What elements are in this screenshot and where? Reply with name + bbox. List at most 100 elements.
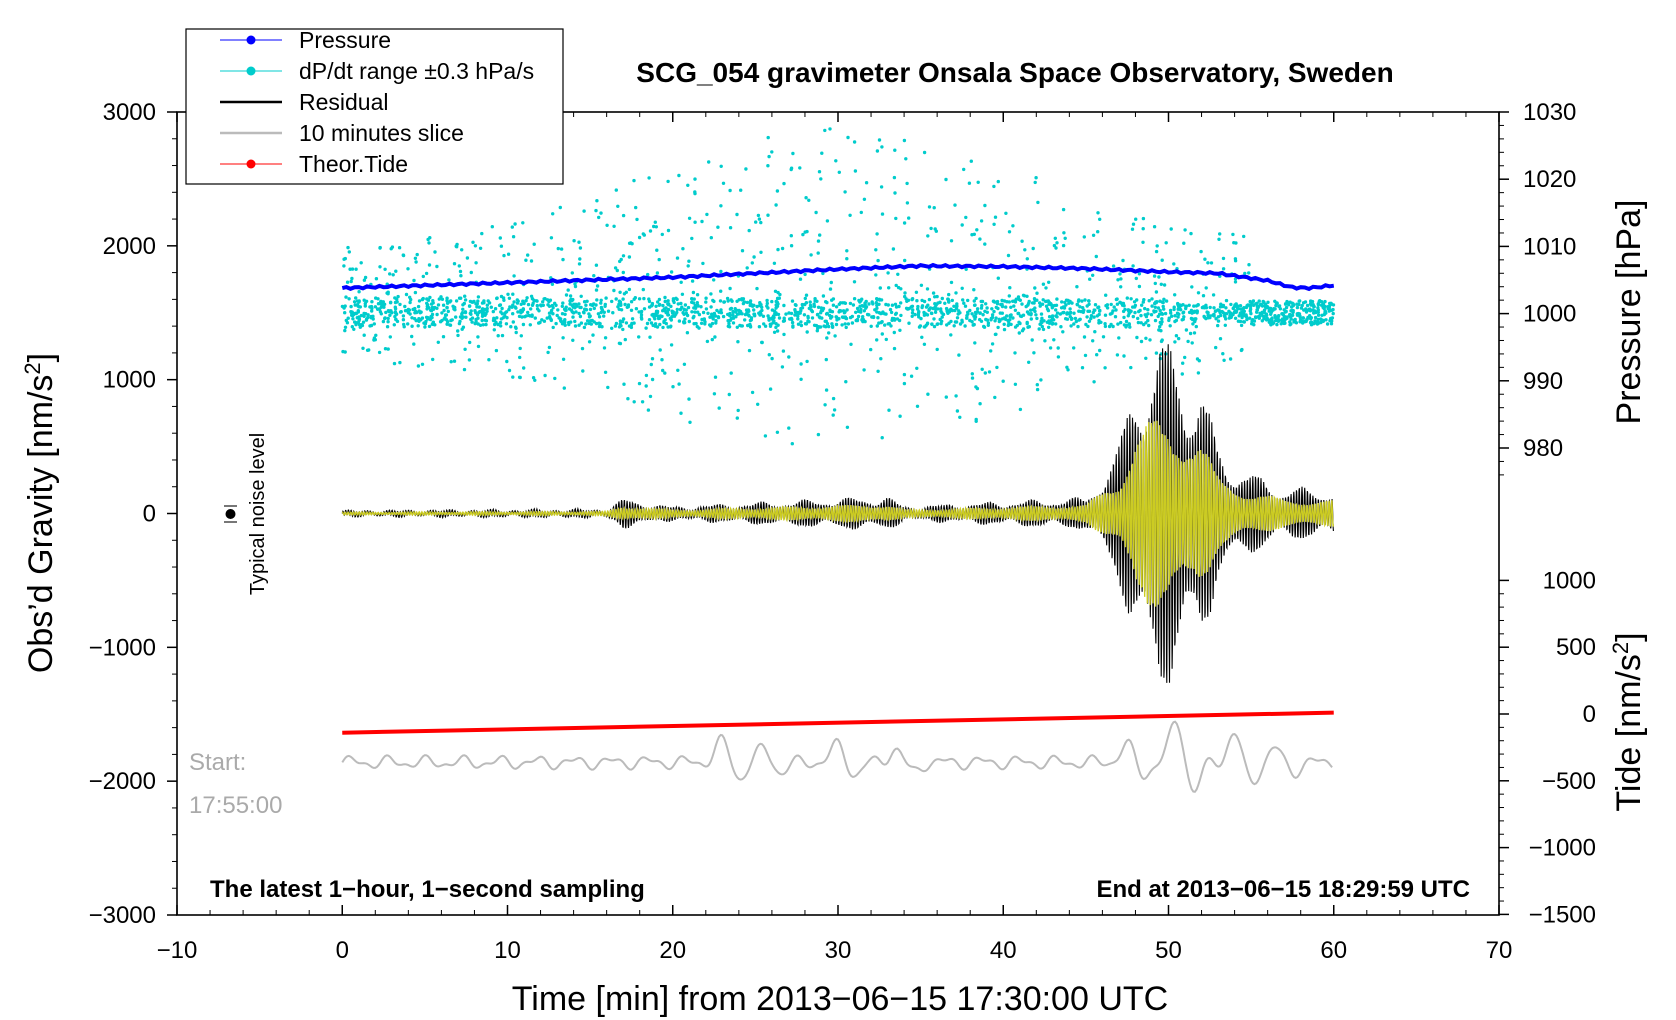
dpdt-point	[561, 257, 565, 262]
dpdt-point	[1141, 216, 1146, 221]
dpdt-point	[398, 360, 402, 365]
dpdt-point	[914, 290, 919, 294]
dpdt-point	[375, 307, 380, 311]
dpdt-point	[412, 278, 416, 283]
pressure-line	[341, 262, 1335, 292]
dpdt-point	[1173, 340, 1177, 344]
dpdt-point	[1152, 225, 1157, 229]
dpdt-point	[1161, 304, 1165, 309]
dpdt-point	[1142, 298, 1146, 302]
dpdt-point	[343, 328, 347, 333]
dpdt-point	[1130, 227, 1135, 231]
dpdt-point	[505, 359, 509, 364]
dpdt-point	[765, 304, 769, 308]
dpdt-point	[346, 245, 350, 250]
dpdt-point	[822, 324, 826, 328]
dpdt-point	[571, 338, 575, 342]
dpdt-point	[499, 310, 503, 314]
dpdt-point	[781, 349, 786, 353]
dpdt-point	[737, 308, 741, 313]
dpdt-point	[381, 319, 386, 324]
dpdt-point	[549, 308, 554, 313]
dpdt-point	[940, 315, 944, 319]
dpdt-point	[870, 315, 874, 319]
dpdt-point	[548, 314, 552, 319]
dpdt-point	[1241, 307, 1245, 311]
tide-tick-label: 0	[1583, 701, 1596, 728]
dpdt-point	[573, 324, 578, 328]
dpdt-point	[1275, 322, 1279, 327]
dpdt-point	[992, 184, 996, 189]
dpdt-point	[700, 219, 704, 224]
dpdt-point	[1064, 317, 1068, 321]
dpdt-point	[1119, 277, 1123, 281]
dpdt-point	[816, 312, 820, 317]
dpdt-point	[816, 251, 820, 255]
dpdt-point	[1035, 316, 1039, 321]
dpdt-point	[1217, 308, 1222, 313]
dpdt-point	[818, 233, 822, 237]
dpdt-point	[1300, 303, 1304, 308]
dpdt-point	[357, 323, 362, 327]
dpdt-point	[1011, 316, 1015, 320]
dpdt-point	[592, 320, 596, 324]
dpdt-point	[511, 312, 515, 316]
left-tick-label: 3000	[103, 99, 156, 126]
dpdt-point	[1078, 305, 1082, 309]
dpdt-point	[1117, 336, 1121, 340]
dpdt-point	[514, 330, 518, 335]
dpdt-point	[1221, 303, 1226, 308]
dpdt-point	[362, 333, 366, 337]
dpdt-point	[825, 336, 829, 340]
dpdt-point	[945, 310, 950, 314]
dpdt-point	[469, 312, 473, 316]
dpdt-point	[563, 312, 567, 316]
dpdt-point	[525, 296, 529, 300]
dpdt-point	[961, 298, 965, 302]
dpdt-point	[954, 306, 959, 310]
dpdt-point	[809, 253, 813, 257]
dpdt-point	[1128, 325, 1132, 329]
dpdt-point	[416, 324, 420, 328]
dpdt-point	[1068, 315, 1073, 319]
dpdt-point	[902, 221, 907, 225]
pressure-tick-label: 1020	[1523, 166, 1576, 193]
dpdt-point	[1047, 325, 1051, 329]
dpdt-point	[805, 359, 809, 364]
left-axis-label-text: Obs’d Gravity [nm/s	[22, 375, 60, 674]
dpdt-point	[480, 301, 485, 305]
dpdt-point	[591, 302, 596, 306]
dpdt-point	[1017, 320, 1021, 324]
dpdt-point	[845, 425, 850, 429]
dpdt-point	[902, 381, 907, 386]
dpdt-point	[1160, 320, 1164, 324]
dpdt-point	[1240, 347, 1244, 352]
dpdt-point	[766, 164, 770, 168]
dpdt-point	[537, 309, 541, 313]
dpdt-point	[443, 313, 448, 317]
legend-item: Theor.Tide	[220, 151, 408, 177]
dpdt-point	[859, 210, 863, 215]
dpdt-point	[577, 262, 582, 266]
dpdt-point	[763, 434, 768, 438]
dpdt-point	[622, 382, 626, 386]
dpdt-point	[727, 392, 731, 397]
dpdt-point	[649, 362, 653, 367]
dpdt-point	[431, 307, 436, 311]
dpdt-point	[727, 321, 731, 326]
dpdt-point	[634, 205, 638, 210]
dpdt-point	[812, 304, 817, 309]
dpdt-point	[905, 201, 910, 205]
dpdt-point	[523, 315, 527, 319]
dpdt-point	[646, 408, 651, 412]
dpdt-point	[676, 302, 680, 306]
dpdt-point	[577, 240, 581, 244]
dpdt-point	[795, 311, 799, 315]
dpdt-point	[378, 310, 383, 314]
dpdt-point	[904, 157, 908, 161]
dpdt-point	[1216, 323, 1220, 328]
dpdt-point	[658, 302, 662, 307]
dpdt-point	[770, 299, 774, 304]
dpdt-point	[612, 224, 616, 228]
dpdt-point	[1040, 302, 1045, 306]
